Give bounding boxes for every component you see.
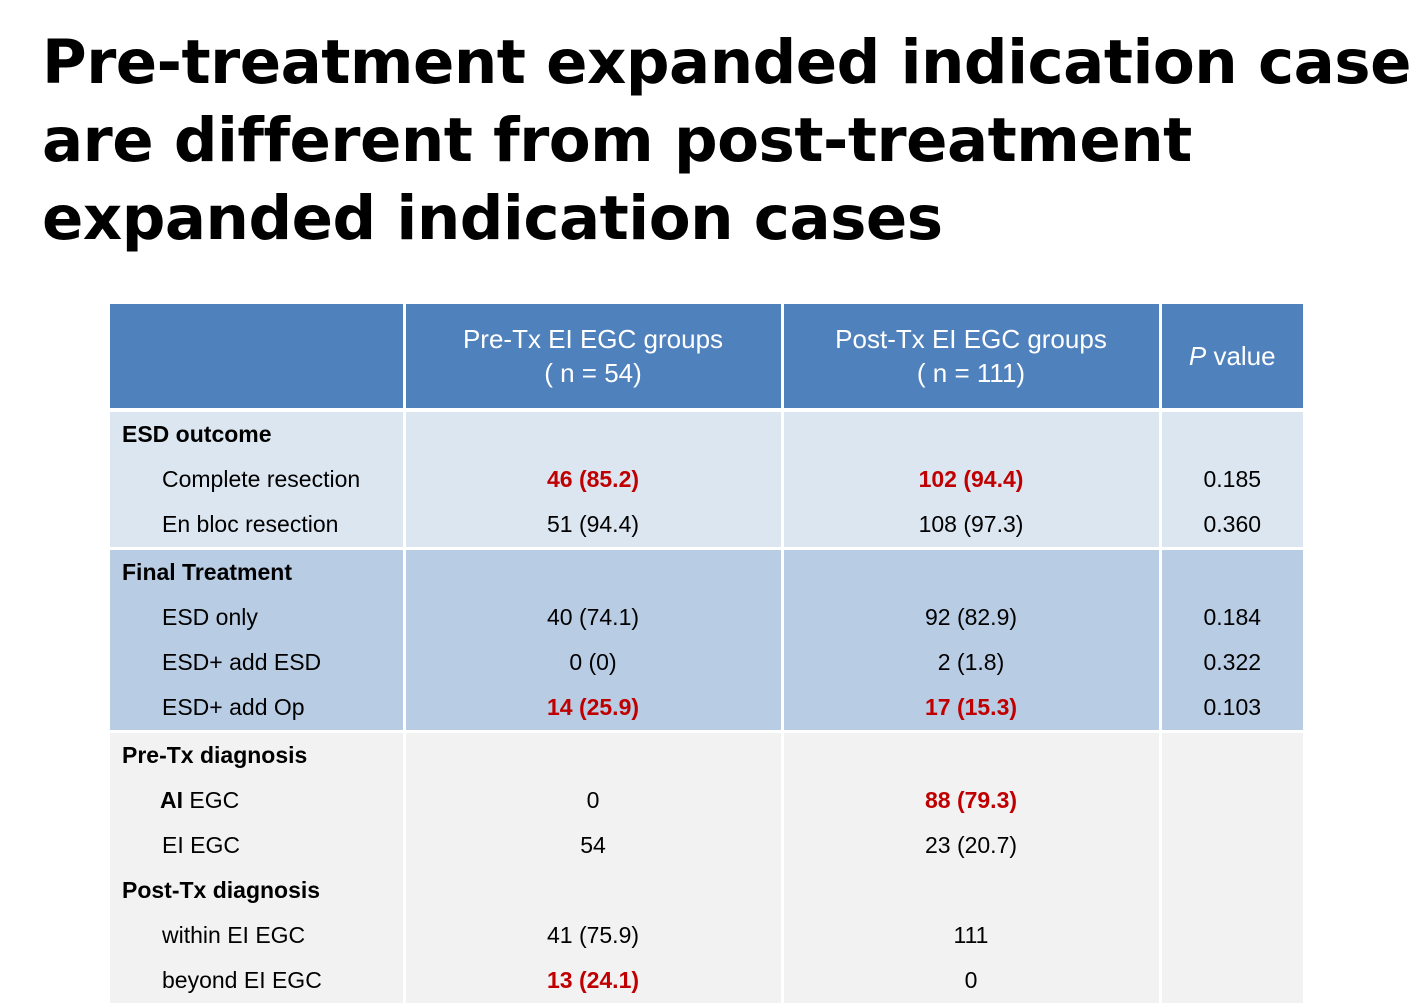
category-label: Final Treatment xyxy=(110,547,406,595)
header-post-tx-line2: ( n = 111) xyxy=(916,358,1026,388)
row-label: within EI EGC xyxy=(110,913,406,958)
p-value xyxy=(1160,778,1303,823)
row-label: ESD+ add ESD xyxy=(110,640,406,685)
category-label: ESD outcome xyxy=(110,410,406,457)
post-value: 0 xyxy=(782,958,1162,1003)
p-value: 0.185 xyxy=(1160,457,1303,502)
p-value xyxy=(1160,958,1303,1003)
table-row: EI EGC 54 23 (20.7) xyxy=(110,823,1303,868)
table-row: Complete resection 46 (85.2) 102 (94.4) … xyxy=(110,457,1303,502)
table-row: En bloc resection 51 (94.4) 108 (97.3) 0… xyxy=(110,502,1303,549)
post-value: 2 (1.8) xyxy=(782,640,1162,685)
category-row-esd-outcome: ESD outcome xyxy=(110,410,1303,457)
p-value: 0.184 xyxy=(1160,595,1303,640)
pre-value: 51 (94.4) xyxy=(404,502,784,549)
table-row: ESD+ add Op 14 (25.9) 17 (15.3) 0.103 xyxy=(110,685,1303,732)
category-row-pre-tx-diagnosis: Pre-Tx diagnosis xyxy=(110,730,1303,778)
pre-value: 40 (74.1) xyxy=(404,595,784,640)
title-line-1: Pre-treatment expanded indication cases xyxy=(42,27,1411,98)
category-row-post-tx-diagnosis: Post-Tx diagnosis xyxy=(110,868,1303,913)
table-row: ESD only 40 (74.1) 92 (82.9) 0.184 xyxy=(110,595,1303,640)
header-pre-tx: Pre-Tx EI EGC groups ( n = 54) xyxy=(404,304,784,412)
header-post-tx-line1: Post-Tx EI EGC groups xyxy=(835,324,1107,354)
row-label-bold: AI xyxy=(160,787,183,813)
table-row: beyond EI EGC 13 (24.1) 0 xyxy=(110,958,1303,1003)
post-value: 108 (97.3) xyxy=(782,502,1162,549)
pre-value: 54 xyxy=(404,823,784,868)
row-label: ESD+ add Op xyxy=(110,685,406,732)
p-value xyxy=(1160,823,1303,868)
post-value: 102 (94.4) xyxy=(782,457,1162,502)
post-value: 23 (20.7) xyxy=(782,823,1162,868)
post-value: 88 (79.3) xyxy=(782,778,1162,823)
table-row: ESD+ add ESD 0 (0) 2 (1.8) 0.322 xyxy=(110,640,1303,685)
header-p-rest: value xyxy=(1206,341,1276,371)
p-value: 0.322 xyxy=(1160,640,1303,685)
row-label-rest: EGC xyxy=(183,787,240,813)
table-row: AI EGC 0 88 (79.3) xyxy=(110,778,1303,823)
table-row: within EI EGC 41 (75.9) 111 xyxy=(110,913,1303,958)
header-empty xyxy=(110,304,406,412)
pre-value: 0 (0) xyxy=(404,640,784,685)
p-value: 0.103 xyxy=(1160,685,1303,732)
header-post-tx: Post-Tx EI EGC groups ( n = 111) xyxy=(782,304,1162,412)
post-value: 92 (82.9) xyxy=(782,595,1162,640)
pre-value: 46 (85.2) xyxy=(404,457,784,502)
header-p-value: P value xyxy=(1160,304,1303,412)
row-label: ESD only xyxy=(110,595,406,640)
row-label: Complete resection xyxy=(110,457,406,502)
slide-title: Pre-treatment expanded indication cases … xyxy=(42,24,1411,258)
row-label: beyond EI EGC xyxy=(110,958,406,1003)
pre-value: 0 xyxy=(404,778,784,823)
comparison-table: Pre-Tx EI EGC groups ( n = 54) Post-Tx E… xyxy=(110,304,1303,1003)
header-p-italic: P xyxy=(1188,341,1207,371)
pre-value: 13 (24.1) xyxy=(404,958,784,1003)
table-header-row: Pre-Tx EI EGC groups ( n = 54) Post-Tx E… xyxy=(110,304,1303,412)
pre-value: 41 (75.9) xyxy=(404,913,784,958)
row-label: EI EGC xyxy=(110,823,406,868)
category-label: Pre-Tx diagnosis xyxy=(110,730,406,778)
header-pre-tx-line1: Pre-Tx EI EGC groups xyxy=(462,324,724,354)
title-line-3: expanded indication cases xyxy=(42,183,943,254)
header-pre-tx-line2: ( n = 54) xyxy=(544,358,642,388)
category-label: Post-Tx diagnosis xyxy=(110,868,406,913)
row-label: AI EGC xyxy=(110,778,406,823)
pre-value: 14 (25.9) xyxy=(404,685,784,732)
post-value: 17 (15.3) xyxy=(782,685,1162,732)
category-row-final-treatment: Final Treatment xyxy=(110,547,1303,595)
p-value: 0.360 xyxy=(1160,502,1303,549)
p-value xyxy=(1160,913,1303,958)
title-line-2: are different from post-treatment xyxy=(42,105,1192,176)
post-value: 111 xyxy=(782,913,1162,958)
row-label: En bloc resection xyxy=(110,502,406,549)
